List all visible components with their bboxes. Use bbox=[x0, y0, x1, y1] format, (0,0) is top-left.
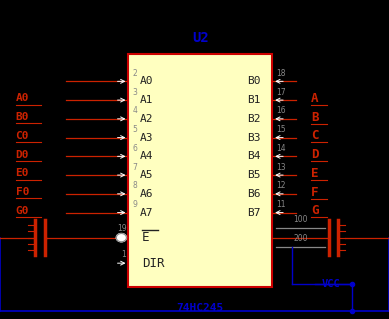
Text: 17: 17 bbox=[276, 88, 286, 97]
Text: 16: 16 bbox=[276, 106, 286, 115]
Text: F: F bbox=[311, 186, 319, 199]
Text: B0: B0 bbox=[247, 76, 261, 86]
Text: 14: 14 bbox=[276, 144, 286, 153]
Text: C0: C0 bbox=[16, 131, 29, 141]
Text: D0: D0 bbox=[16, 150, 29, 160]
Text: G: G bbox=[311, 204, 319, 218]
Text: B0: B0 bbox=[16, 112, 29, 122]
Text: A5: A5 bbox=[140, 170, 154, 180]
Text: 7: 7 bbox=[132, 163, 137, 172]
Text: 3: 3 bbox=[132, 88, 137, 97]
Text: B6: B6 bbox=[247, 189, 261, 199]
Text: 5: 5 bbox=[132, 125, 137, 134]
Text: A6: A6 bbox=[140, 189, 154, 199]
Text: A3: A3 bbox=[140, 133, 154, 143]
Text: 19: 19 bbox=[117, 224, 126, 233]
Text: 200: 200 bbox=[293, 234, 308, 243]
Text: VCC: VCC bbox=[321, 279, 340, 289]
Text: 74HC245: 74HC245 bbox=[177, 303, 224, 313]
Text: 100: 100 bbox=[293, 215, 308, 224]
Text: F0: F0 bbox=[16, 187, 29, 197]
Text: 4: 4 bbox=[132, 106, 137, 115]
Text: DIR: DIR bbox=[142, 257, 165, 270]
Text: 11: 11 bbox=[276, 200, 286, 209]
Text: 8: 8 bbox=[132, 181, 137, 190]
Text: 13: 13 bbox=[276, 163, 286, 172]
Text: 15: 15 bbox=[276, 125, 286, 134]
Text: 9: 9 bbox=[132, 200, 137, 209]
Text: A2: A2 bbox=[140, 114, 154, 124]
Text: B3: B3 bbox=[247, 133, 261, 143]
Text: U2: U2 bbox=[192, 31, 209, 45]
Text: G0: G0 bbox=[16, 206, 29, 216]
Bar bbox=[128, 54, 272, 287]
Text: B7: B7 bbox=[247, 208, 261, 218]
Text: A: A bbox=[311, 92, 319, 105]
Text: E0: E0 bbox=[16, 168, 29, 179]
Text: B2: B2 bbox=[247, 114, 261, 124]
Text: C: C bbox=[311, 130, 319, 143]
Text: D: D bbox=[311, 148, 319, 161]
Circle shape bbox=[116, 234, 126, 242]
Text: 12: 12 bbox=[276, 181, 286, 190]
Text: 6: 6 bbox=[132, 144, 137, 153]
Text: B5: B5 bbox=[247, 170, 261, 180]
Text: A0: A0 bbox=[140, 76, 154, 86]
Text: A0: A0 bbox=[16, 93, 29, 103]
Text: B4: B4 bbox=[247, 151, 261, 161]
Text: A1: A1 bbox=[140, 95, 154, 105]
Text: E: E bbox=[311, 167, 319, 180]
Text: A7: A7 bbox=[140, 208, 154, 218]
Text: 18: 18 bbox=[276, 69, 286, 78]
Text: 2: 2 bbox=[132, 69, 137, 78]
Text: B: B bbox=[311, 111, 319, 124]
Text: B1: B1 bbox=[247, 95, 261, 105]
Text: E: E bbox=[142, 231, 149, 244]
Text: 1: 1 bbox=[122, 250, 126, 259]
Text: A4: A4 bbox=[140, 151, 154, 161]
